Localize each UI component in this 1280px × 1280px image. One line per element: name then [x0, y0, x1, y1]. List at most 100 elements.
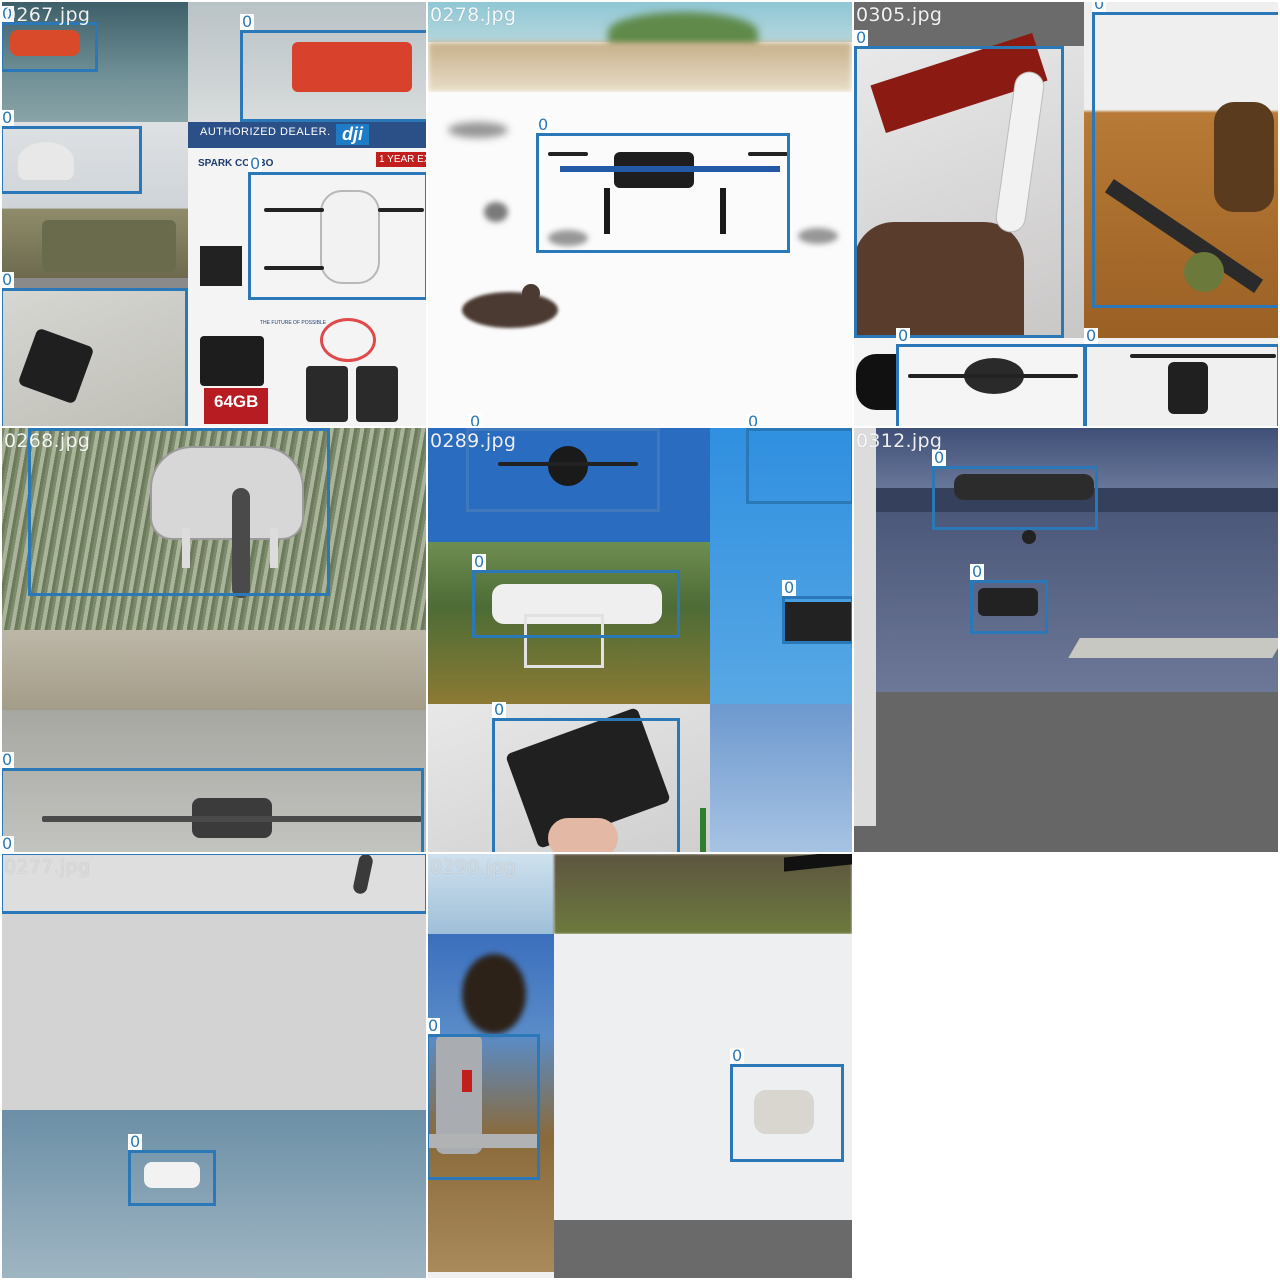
class-label: 0 [248, 154, 263, 173]
phantom-drone [492, 584, 662, 624]
mosaic-tile-0305: 0 0 0 0 0305.jpg [854, 2, 1278, 426]
building-photo [428, 854, 554, 934]
class-label: 0 [932, 448, 947, 467]
bbox [2, 854, 426, 914]
bbox: 0 [428, 1018, 540, 1180]
gimbal-cage [524, 614, 604, 668]
spark-combo-text: SPARK COMBO [198, 158, 274, 169]
bbox: 0 [1092, 2, 1278, 308]
green-stick [700, 808, 706, 852]
tile-filename: 0268.jpg [4, 430, 91, 452]
bbox: 0 [2, 272, 188, 426]
tile-filename: 0312.jpg [856, 430, 943, 452]
lake-water [876, 512, 1278, 692]
class-label: 0 [1084, 326, 1099, 345]
blurred-birds [448, 122, 508, 138]
landing-gear [182, 528, 278, 568]
mosaic-tile-0289: 0 0 0 0 0289.jpg [428, 428, 852, 852]
tile-filename: 0289.jpg [430, 430, 517, 452]
battery-2 [356, 366, 398, 422]
prop [548, 152, 588, 156]
wire-bundle [1214, 102, 1274, 212]
mosaic-tile-0312: 0 0 0312.jpg [854, 428, 1278, 852]
mosaic-tile-0277: 0 0277.jpg [2, 854, 426, 1278]
bbox: 0 [730, 1048, 844, 1162]
class-label: 0 [536, 115, 551, 134]
mosaic-tile-0268: 0 0 0 0268.jpg [2, 428, 426, 852]
case-box [200, 246, 242, 286]
bbox: 0 [536, 117, 790, 253]
class-label: 0 [2, 108, 15, 127]
blurred-birds [484, 202, 508, 222]
partial-drone [782, 602, 852, 642]
black-text-block [856, 354, 896, 410]
bbox: 0 [2, 110, 142, 194]
prop [748, 152, 788, 156]
warranty-badge: 1 YEAR EXT [376, 152, 426, 167]
inspire-camera [1022, 530, 1036, 544]
bbox: 0 [472, 554, 680, 638]
bird-head [522, 284, 540, 302]
future-text: THE FUTURE OF POSSIBLE [260, 320, 327, 326]
snow-ground [428, 92, 852, 426]
class-label: 0 [2, 270, 15, 289]
orange-drone [10, 30, 80, 56]
class-label: 0 [730, 1046, 745, 1065]
sky-gradient [710, 704, 852, 852]
white-drone [18, 142, 74, 180]
memory-card-text: 64GB [214, 392, 259, 411]
dji-logo: dji [336, 124, 369, 145]
class-label: 0 [2, 834, 15, 852]
bbox: 0 [492, 702, 680, 852]
bbox: 0 [1084, 328, 1278, 426]
motor [1184, 252, 1224, 292]
blurred-birds [798, 228, 838, 244]
bird [462, 292, 558, 328]
ad-dealer-text: AUTHORIZED DEALER. [200, 126, 331, 138]
ad-banner [188, 122, 426, 148]
mosaic-tile-0278: 0 0 0 0278.jpg [428, 2, 852, 426]
hand [548, 818, 618, 852]
gray-footer [554, 1220, 852, 1278]
bbox: 0 [2, 752, 424, 852]
bbox: 0 [746, 428, 852, 504]
bbox: 0 [896, 328, 1086, 426]
class-label: 0 [854, 28, 869, 47]
small-drone [978, 588, 1038, 616]
blurred-bird [462, 954, 526, 1034]
bbox: 0 [248, 156, 426, 300]
mosaic-tile-0290: 0 0 0290.jpg [428, 854, 852, 1278]
red-drone [292, 42, 412, 92]
red-light [462, 1070, 472, 1092]
spark-arm-right [378, 208, 424, 212]
blurred-shore [428, 42, 852, 92]
spark-drone [322, 192, 378, 282]
drone-arm [42, 816, 422, 822]
bbox [466, 428, 660, 512]
drone-propeller [232, 488, 250, 598]
gray-margin [854, 2, 1084, 46]
class-label: 0 [472, 552, 487, 571]
prop [1130, 354, 1276, 358]
bbox: 0 [970, 564, 1048, 634]
class-label: 0 [2, 750, 15, 769]
phantom-drone [152, 448, 302, 538]
left-strip [854, 428, 876, 826]
class-label: 0 [1092, 2, 1107, 12]
propeller-guard [320, 318, 376, 362]
white-background [554, 934, 852, 1220]
dock [1068, 638, 1278, 658]
class-label: 0 [746, 414, 761, 426]
memory-card [204, 388, 268, 424]
tile-filename: 0305.jpg [856, 4, 943, 26]
mosaic-tile-0267: AUTHORIZED DEALER. dji SPARK COMBO 1 YEA… [2, 2, 426, 426]
white-drone [144, 1162, 200, 1188]
spark-arm-left [264, 208, 324, 212]
class-label: 0 [240, 12, 255, 31]
bbox: 0 [932, 450, 1098, 530]
tile-filename: 0277.jpg [4, 856, 91, 878]
bbox: 0 [2, 6, 98, 72]
bbox: 0 [28, 428, 330, 596]
octocopter-arm [498, 462, 638, 466]
prop [908, 374, 1078, 378]
